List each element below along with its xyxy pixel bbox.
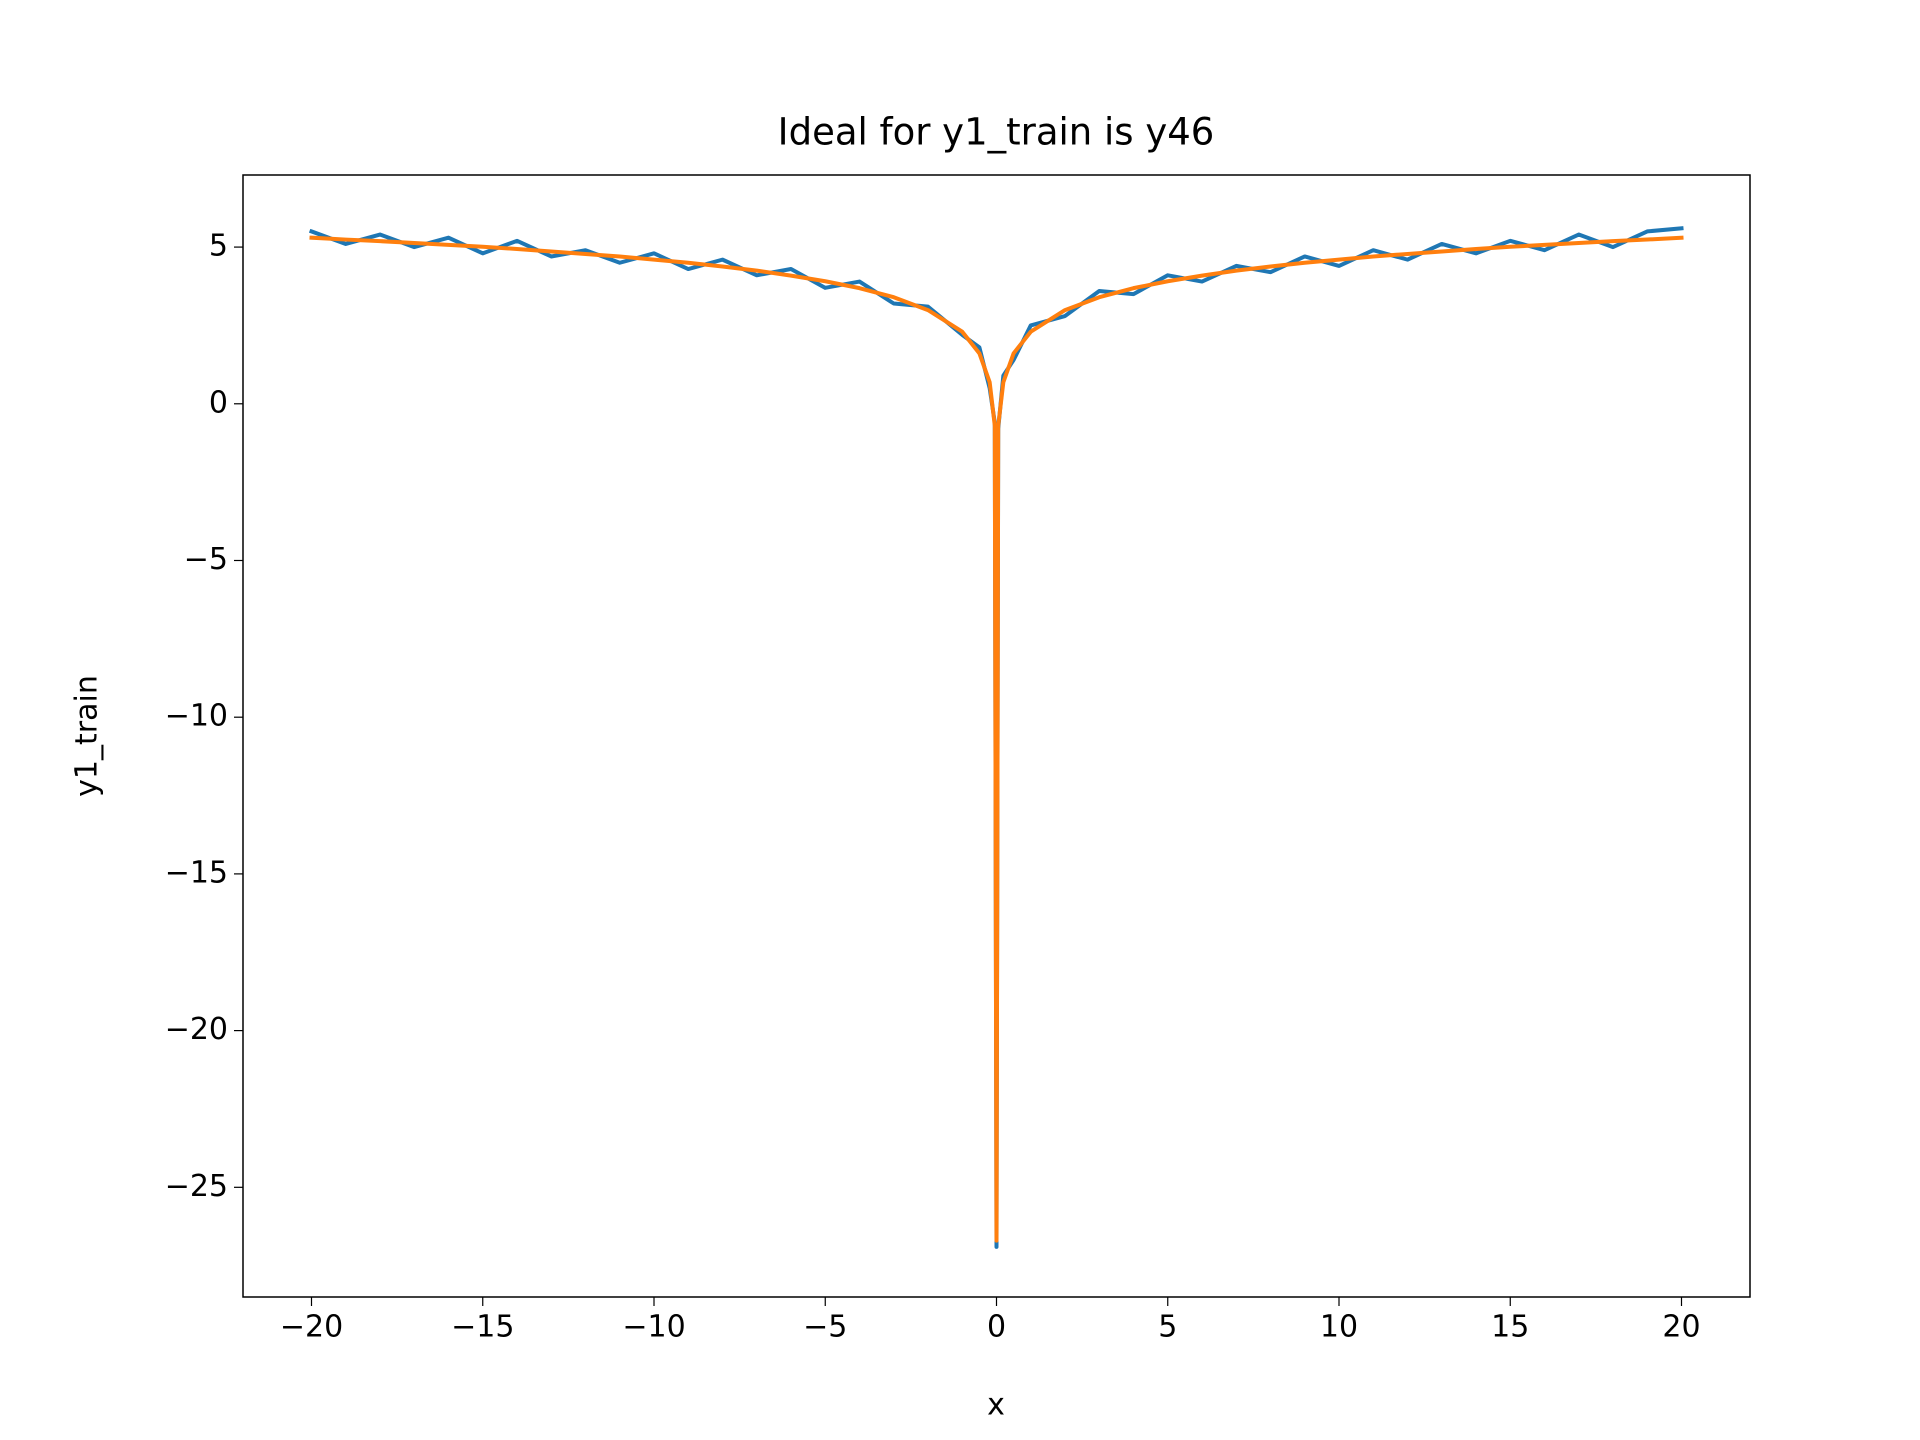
x-tick-label: −20 <box>280 1310 343 1345</box>
x-tick-label: 10 <box>1320 1310 1358 1345</box>
x-tick-label: −15 <box>451 1310 514 1345</box>
y-tick-label: −15 <box>165 855 228 890</box>
x-tick-label: 20 <box>1662 1310 1700 1345</box>
y-tick-label: −20 <box>165 1012 228 1047</box>
x-tick-label: −10 <box>622 1310 685 1345</box>
y-axis-label: y1_train <box>70 675 105 797</box>
x-tick-label: 0 <box>987 1310 1006 1345</box>
axes-frame <box>242 174 1751 1298</box>
x-axis-label: x <box>987 1388 1005 1423</box>
y-tick-label: 0 <box>209 385 228 420</box>
y-tick-label: −25 <box>165 1169 228 1204</box>
x-tick-label: 5 <box>1158 1310 1177 1345</box>
y-tick-label: 5 <box>209 229 228 264</box>
x-tick-label: 15 <box>1491 1310 1529 1345</box>
x-tick-label: −5 <box>803 1310 847 1345</box>
data-line <box>309 235 1684 1243</box>
y-tick-label: −5 <box>184 542 228 577</box>
y-tick-label: −10 <box>165 699 228 734</box>
chart-title: Ideal for y1_train is y46 <box>778 111 1215 154</box>
